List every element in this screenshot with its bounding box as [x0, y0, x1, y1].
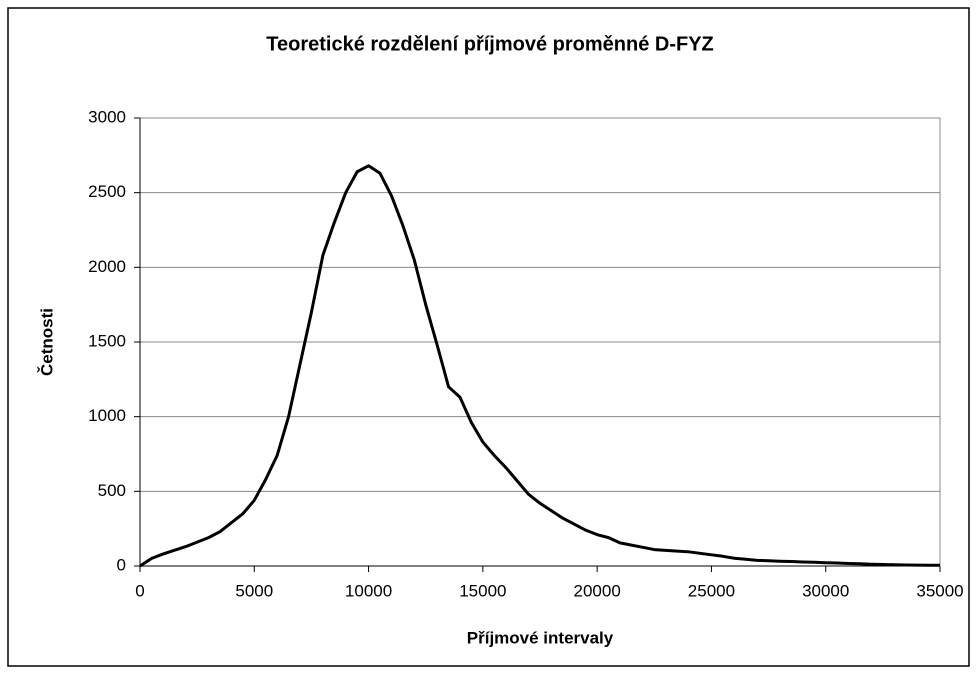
data-line: [139, 164, 940, 568]
y-tick-label: 2500: [88, 182, 126, 201]
x-tick-label: 30000: [802, 581, 849, 600]
y-tick-label: 1500: [88, 331, 126, 350]
x-tick-label: 25000: [688, 581, 735, 600]
x-tick-label: 5000: [235, 581, 273, 600]
y-axis-label: Četnosti: [37, 308, 56, 376]
y-tick-label: 2000: [88, 257, 126, 276]
y-tick-label: 3000: [88, 107, 126, 126]
x-tick-label: 0: [135, 581, 144, 600]
y-tick-label: 1000: [88, 406, 126, 425]
x-tick-label: 10000: [345, 581, 392, 600]
y-tick-label: 0: [117, 555, 126, 574]
x-axis-label: Příjmové intervaly: [467, 628, 614, 647]
x-tick-label: 20000: [574, 581, 621, 600]
y-tick-label: 500: [98, 481, 126, 500]
chart-frame: [7, 7, 970, 667]
x-tick-label: 15000: [459, 581, 506, 600]
x-tick-label: 35000: [916, 581, 963, 600]
chart-title: Teoretické rozdělení příjmové proměnné D…: [266, 33, 714, 55]
